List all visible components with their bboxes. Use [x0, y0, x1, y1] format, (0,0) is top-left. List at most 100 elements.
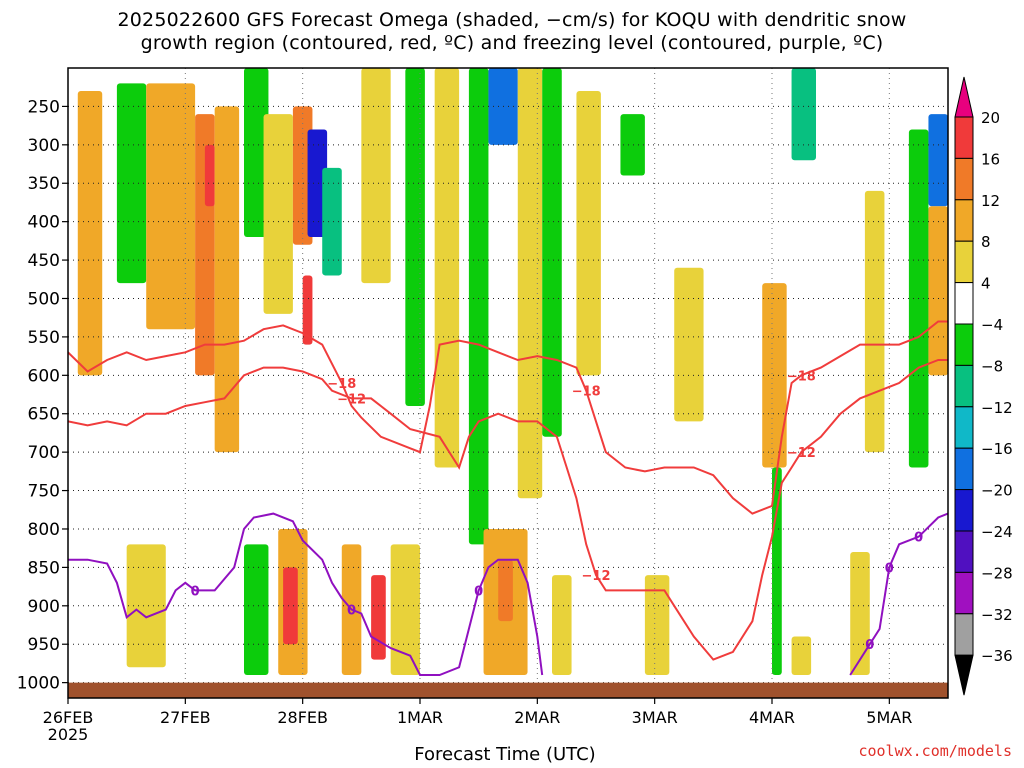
omega-cell: [322, 167, 342, 276]
y-tick-label: 1000: [17, 674, 60, 694]
y-tick-label: 500: [28, 289, 60, 309]
colorbar-label: −16: [981, 440, 1013, 458]
omega-cell: [390, 544, 420, 675]
colorbar-label: 4: [981, 275, 991, 293]
freezing-level-contour-label: 0: [191, 584, 200, 599]
x-tick-label: 2MAR: [514, 708, 560, 727]
freezing-level-contour-label: 0: [885, 561, 894, 576]
omega-cell: [214, 106, 240, 453]
colorbar-label: −12: [981, 399, 1013, 417]
freezing-level-contour-label: 0: [865, 638, 874, 653]
dgz-contour-label: −18: [787, 369, 816, 384]
y-tick-label: 450: [28, 251, 60, 271]
colorbar-swatch: [954, 530, 974, 573]
omega-cell: [361, 68, 391, 284]
omega-cell: [576, 91, 601, 376]
site-credit: coolwx.com/models: [858, 742, 1012, 760]
terrain-ground: [68, 682, 948, 698]
omega-cell: [620, 114, 645, 176]
freezing-level-contour: [849, 512, 948, 676]
colorbar-swatch: [954, 116, 974, 159]
y-tick-label: 350: [28, 174, 60, 194]
colorbar-label: 16: [981, 150, 1000, 168]
y-tick-label: 250: [28, 97, 60, 117]
x-tick-label: 4MAR: [749, 708, 795, 727]
dgz-contour: [68, 359, 948, 661]
y-tick-label: 750: [28, 482, 60, 502]
omega-cell: [77, 91, 103, 376]
x-tick-label: 5MAR: [866, 708, 912, 727]
y-tick-label: 850: [28, 558, 60, 578]
colorbar-swatch: [954, 323, 974, 366]
colorbar-label: −36: [981, 647, 1013, 665]
colorbar-label: −4: [981, 316, 1003, 334]
freezing-level-contour-label: 0: [914, 531, 923, 546]
omega-cell: [498, 559, 513, 622]
chart-title-line-2: growth region (contoured, red, ºC) and f…: [140, 32, 884, 54]
colorbar-label: −28: [981, 564, 1013, 582]
x-tick-label: 26FEB: [43, 708, 94, 727]
colorbar-label: −8: [981, 357, 1003, 375]
freezing-level-contour-label: 0: [347, 604, 356, 619]
x-tick-label: 28FEB: [277, 708, 328, 727]
colorbar-swatch: [954, 489, 974, 532]
x-tick-label: 1MAR: [397, 708, 443, 727]
colorbar-label: −32: [981, 606, 1013, 624]
omega-cell: [302, 275, 313, 345]
colorbar-label: −24: [981, 523, 1013, 541]
omega-cell: [263, 114, 293, 314]
y-tick-label: 600: [28, 366, 60, 386]
omega-cell: [542, 68, 562, 437]
colorbar-swatch: [954, 282, 974, 325]
omega-cell: [791, 636, 812, 675]
omega-cell: [126, 544, 166, 668]
y-tick-label: 700: [28, 443, 60, 463]
colorbar-swatch: [954, 613, 974, 656]
omega-cell: [283, 567, 298, 645]
y-tick-label: 650: [28, 405, 60, 425]
omega-cell: [468, 68, 489, 545]
dgz-contour-label: −12: [787, 446, 816, 461]
omega-cell: [791, 68, 816, 161]
omega-cell: [244, 68, 269, 238]
omega-cell: [146, 83, 196, 330]
omega-cell: [517, 68, 543, 499]
y-tick-label: 400: [28, 213, 60, 233]
dgz-contour-label: −18: [572, 385, 601, 400]
dgz-contour-label: −18: [327, 377, 356, 392]
omega-cell: [928, 206, 948, 376]
omega-cell: [928, 114, 948, 207]
colorbar-label: 12: [981, 192, 1000, 210]
colorbar-swatch: [954, 240, 974, 284]
colorbar-swatch: [954, 199, 974, 242]
omega-cell: [850, 552, 870, 675]
colorbar-swatch: [954, 157, 974, 201]
omega-cell: [371, 575, 386, 660]
omega-cell: [434, 68, 460, 468]
x-tick-sublabel: 2025: [48, 725, 89, 744]
y-tick-label: 550: [28, 328, 60, 348]
omega-cell: [307, 129, 328, 238]
x-tick-label: 27FEB: [160, 708, 211, 727]
omega-cell: [116, 83, 147, 284]
plot-frame: [67, 67, 949, 699]
dgz-contour-label: −12: [582, 569, 611, 584]
x-tick-label: 3MAR: [632, 708, 678, 727]
colorbar-swatch: [954, 406, 974, 449]
colorbar-swatch: [954, 571, 974, 615]
y-tick-label: 900: [28, 597, 60, 617]
colorbar-top-arrow: [954, 76, 974, 118]
omega-cell: [864, 190, 885, 453]
omega-cell: [204, 144, 215, 207]
omega-cell: [674, 267, 704, 422]
y-tick-label: 800: [28, 520, 60, 540]
freezing-level-contour: [68, 512, 544, 676]
colorbar-swatch: [954, 364, 974, 408]
omega-cell: [644, 575, 670, 675]
colorbar-swatch: [954, 447, 974, 491]
omega-cell: [762, 283, 787, 468]
dgz-contour: [68, 320, 948, 515]
colorbar-label: −20: [981, 482, 1013, 500]
y-tick-label: 950: [28, 635, 60, 655]
